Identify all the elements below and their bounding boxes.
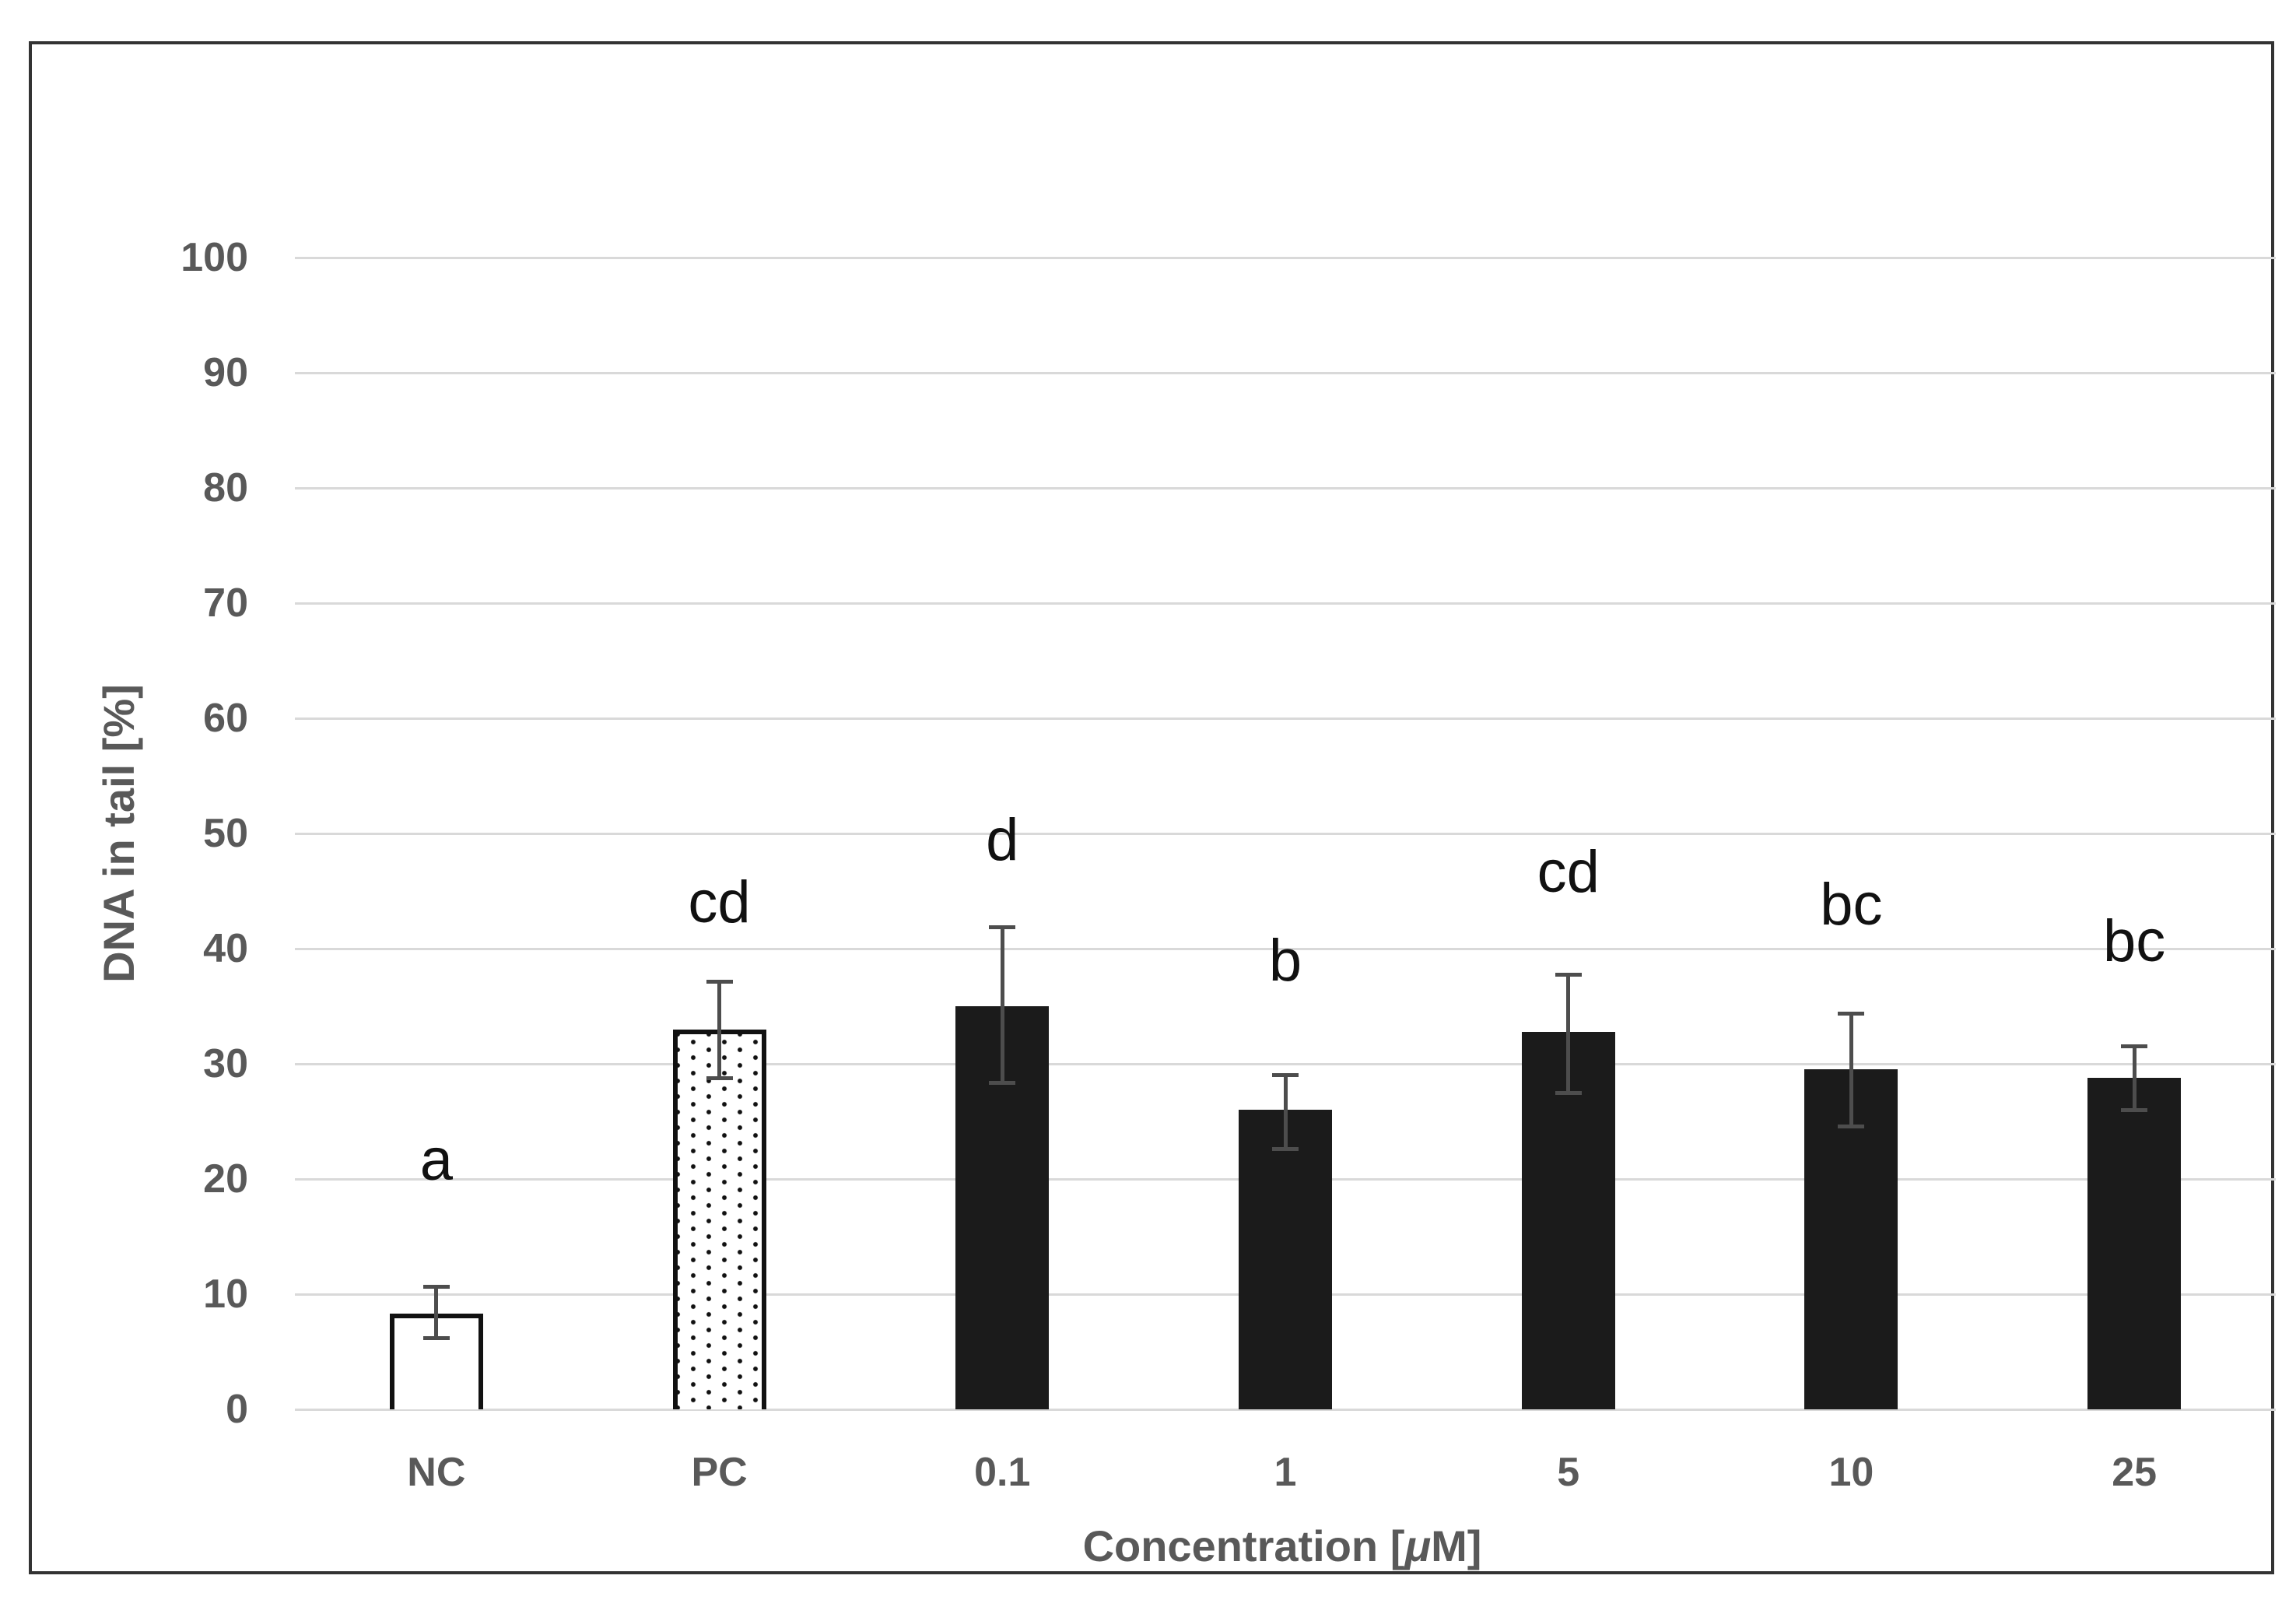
gridline-100 bbox=[295, 256, 2276, 259]
error-bar-cap-top bbox=[422, 1285, 450, 1289]
error-bar-line bbox=[434, 1285, 439, 1341]
y-tick-label-90: 90 bbox=[203, 350, 248, 395]
error-bar-0.1 bbox=[989, 925, 1016, 1085]
error-bar-25 bbox=[2121, 1044, 2148, 1113]
y-tick-label-30: 30 bbox=[203, 1041, 248, 1086]
x-category-label-5: 5 bbox=[1557, 1450, 1580, 1495]
error-bar-10 bbox=[1838, 1012, 1865, 1128]
x-category-label-1: 1 bbox=[1274, 1450, 1297, 1495]
significance-letter-25: bc bbox=[2103, 908, 2166, 975]
error-bar-cap-top bbox=[1272, 1072, 1299, 1077]
error-bar-cap-bottom bbox=[1838, 1124, 1865, 1128]
x-category-label-10: 10 bbox=[1828, 1450, 1874, 1495]
error-bar-line bbox=[1000, 925, 1004, 1085]
error-bar-line bbox=[1849, 1012, 1853, 1128]
x-category-label-25: 25 bbox=[2112, 1450, 2158, 1495]
significance-letter-10: bc bbox=[1820, 871, 1883, 938]
significance-letter-0.1: d bbox=[986, 806, 1019, 873]
error-bar-cap-top bbox=[2121, 1044, 2148, 1048]
error-bar-line bbox=[1566, 973, 1571, 1095]
error-bar-line bbox=[1283, 1072, 1288, 1152]
y-tick-label-60: 60 bbox=[203, 696, 248, 741]
error-bar-cap-top bbox=[989, 925, 1016, 930]
error-bar-cap-bottom bbox=[1555, 1090, 1582, 1095]
gridline-70 bbox=[295, 602, 2276, 605]
error-bar-PC bbox=[706, 979, 733, 1080]
plot-area: a cd d b cd bc bc bbox=[295, 256, 2276, 1411]
error-bar-cap-top bbox=[1838, 1012, 1865, 1016]
x-axis-title: Concentration [μM] bbox=[1082, 1521, 1482, 1570]
error-bar-line bbox=[717, 979, 722, 1080]
significance-letter-1: b bbox=[1268, 928, 1302, 995]
error-bar-cap-bottom bbox=[422, 1336, 450, 1341]
gridline-30 bbox=[295, 1062, 2276, 1065]
bar-1 bbox=[1239, 1110, 1332, 1409]
y-tick-label-0: 0 bbox=[226, 1387, 248, 1432]
error-bar-line bbox=[2132, 1044, 2137, 1113]
error-bar-5 bbox=[1555, 973, 1582, 1095]
y-tick-label-40: 40 bbox=[203, 926, 248, 971]
gridline-80 bbox=[295, 486, 2276, 489]
gridline-60 bbox=[295, 717, 2276, 720]
error-bar-cap-bottom bbox=[1272, 1147, 1299, 1152]
y-tick-label-10: 10 bbox=[203, 1272, 248, 1317]
gridline-90 bbox=[295, 371, 2276, 374]
error-bar-cap-bottom bbox=[2121, 1108, 2148, 1113]
y-tick-label-50: 50 bbox=[203, 811, 248, 856]
bar-25 bbox=[2087, 1077, 2182, 1409]
error-bar-cap-bottom bbox=[706, 1075, 733, 1080]
error-bar-cap-top bbox=[706, 979, 733, 984]
gridline-0 bbox=[295, 1408, 2276, 1411]
mu-symbol: μ bbox=[1404, 1521, 1432, 1570]
error-bar-NC bbox=[422, 1285, 450, 1341]
significance-letter-NC: a bbox=[419, 1127, 453, 1194]
y-tick-label-20: 20 bbox=[203, 1156, 248, 1202]
significance-letter-5: cd bbox=[1537, 839, 1600, 906]
x-category-label-0.1: 0.1 bbox=[974, 1450, 1031, 1495]
error-bar-1 bbox=[1272, 1072, 1299, 1152]
error-bar-cap-bottom bbox=[989, 1080, 1016, 1085]
x-category-label-PC: PC bbox=[691, 1450, 748, 1495]
significance-letter-PC: cd bbox=[688, 868, 751, 935]
error-bar-cap-top bbox=[1555, 973, 1582, 977]
y-tick-label-100: 100 bbox=[181, 235, 248, 280]
y-tick-label-80: 80 bbox=[203, 465, 248, 511]
gridline-40 bbox=[295, 947, 2276, 950]
figure-frame: DNA in tail [%] a cd d b cd bc bc 0 10 20 30 40 50 6… bbox=[29, 41, 2276, 1574]
y-tick-label-70: 70 bbox=[203, 581, 248, 626]
x-category-label-NC: NC bbox=[407, 1450, 466, 1495]
bar-PC bbox=[672, 1029, 766, 1409]
gridline-50 bbox=[295, 832, 2276, 835]
